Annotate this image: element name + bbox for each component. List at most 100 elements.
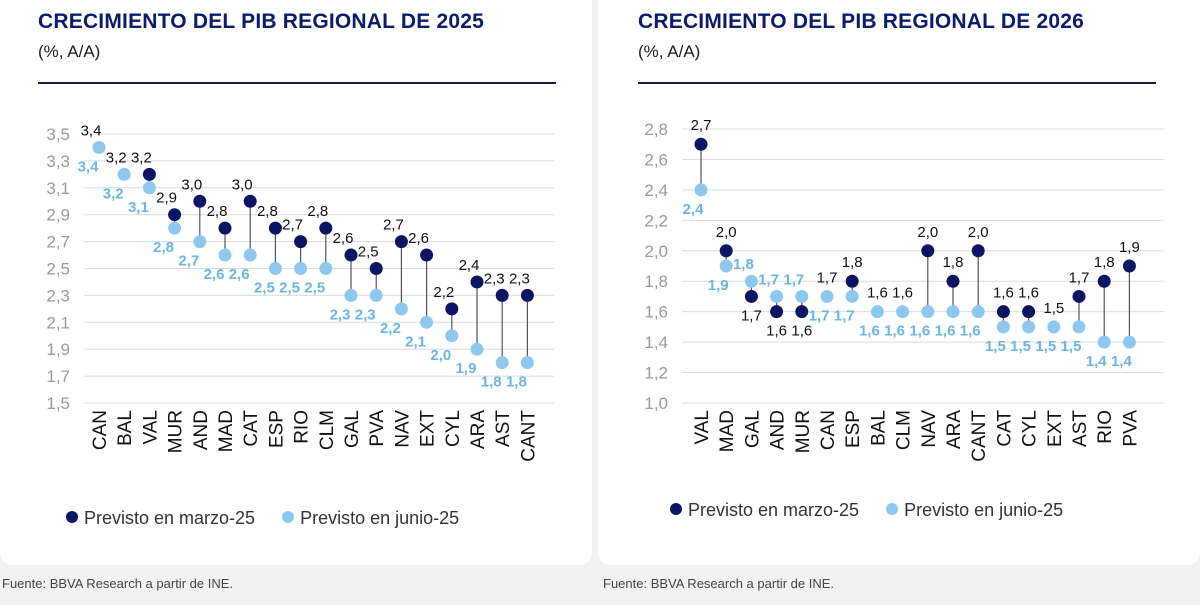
data-label-march: 1,9 xyxy=(1119,239,1140,256)
data-label-march: 1,6 xyxy=(791,323,812,340)
y-tick-label: 3,5 xyxy=(46,125,70,144)
chart-title: CRECIMIENTO DEL PIB REGIONAL DE 2026 xyxy=(638,10,1084,33)
point-june xyxy=(971,305,985,319)
y-tick-label: 1,6 xyxy=(644,303,668,322)
point-march xyxy=(420,248,434,262)
legend-item-march: Previsto en marzo-25 xyxy=(66,508,255,528)
point-june xyxy=(294,262,308,275)
point-march xyxy=(294,235,308,249)
legend-marker-march xyxy=(670,503,682,516)
category-label: VAL xyxy=(140,410,161,445)
point-march xyxy=(218,221,232,235)
data-label-march: 1,7 xyxy=(741,307,762,324)
category-label: ESP xyxy=(266,410,287,448)
category-label: GAL xyxy=(342,410,363,448)
y-tick-label: 1,2 xyxy=(644,364,668,383)
data-label-march: 1,7 xyxy=(1069,269,1090,286)
point-june xyxy=(495,356,509,370)
category-label: ESP xyxy=(843,410,864,448)
data-label-june: 2,3 xyxy=(355,306,376,323)
point-march xyxy=(996,305,1010,319)
chart-panel-2025: CRECIMIENTO DEL PIB REGIONAL DE 2025 (%,… xyxy=(0,0,592,565)
data-label-march: 2,3 xyxy=(509,270,530,287)
point-june xyxy=(694,183,708,197)
legend-marker-march xyxy=(66,511,78,524)
data-label-june: 1,6 xyxy=(935,323,956,340)
category-label: PVA xyxy=(367,410,388,447)
point-june xyxy=(193,235,207,249)
data-label-march: 2,6 xyxy=(333,230,354,247)
category-label: AND xyxy=(768,410,789,450)
data-label-june: 2,6 xyxy=(229,266,250,283)
y-tick-label: 2,1 xyxy=(46,313,70,332)
y-tick-label: 3,1 xyxy=(46,179,70,198)
category-label: CANT xyxy=(969,410,990,462)
y-tick-label: 1,7 xyxy=(46,367,70,386)
category-label: CYL xyxy=(443,410,464,447)
data-label-june: 1,5 xyxy=(985,338,1006,355)
point-march xyxy=(719,244,733,258)
point-march xyxy=(193,194,207,208)
data-label-june: 1,9 xyxy=(708,277,729,294)
point-march xyxy=(470,275,484,289)
category-label: NAV xyxy=(919,410,940,448)
data-label-june: 3,1 xyxy=(128,199,149,216)
category-label: CAT xyxy=(241,410,262,447)
y-tick-label: 2,7 xyxy=(46,233,70,252)
data-label-june: 1,5 xyxy=(1010,338,1031,355)
point-june xyxy=(268,262,282,275)
data-label-march: 1,6 xyxy=(766,323,787,340)
dumbbell-chart-2025: 1,51,71,92,12,32,52,72,93,13,33,5 3,43,4C… xyxy=(46,122,554,462)
category-label: EXT xyxy=(418,410,439,447)
point-june xyxy=(218,248,232,262)
point-june xyxy=(996,320,1010,334)
data-label-june: 2,6 xyxy=(204,266,225,283)
point-june xyxy=(394,302,408,316)
category-label: BAL xyxy=(115,410,136,446)
data-label-march: 2,7 xyxy=(691,117,712,134)
data-label-march: 1,6 xyxy=(1018,285,1039,302)
category-label: CAN xyxy=(818,410,839,450)
point-march xyxy=(1122,259,1136,273)
data-label-march: 2,2 xyxy=(433,284,454,301)
data-label-june: 1,4 xyxy=(1111,353,1133,370)
legend-label-june: Previsto en junio-25 xyxy=(300,508,460,528)
category-label: CANT xyxy=(518,410,539,462)
data-label-june: 2,4 xyxy=(683,201,705,218)
point-june xyxy=(117,167,131,181)
data-label-june: 2,3 xyxy=(330,306,351,323)
data-label-march: 2,8 xyxy=(257,203,278,220)
dumbbell-chart-2026: 1,01,21,41,61,82,02,22,42,62,8 2,72,4VAL2… xyxy=(644,117,1164,462)
data-label-june: 2,7 xyxy=(178,253,199,270)
y-tick-label: 1,5 xyxy=(46,394,70,413)
data-label-june: 2,0 xyxy=(430,347,451,364)
point-march xyxy=(770,305,784,319)
legend-item-june: Previsto en junio-25 xyxy=(282,508,459,528)
category-label: MAD xyxy=(216,410,237,452)
data-label-june: 1,8 xyxy=(733,256,754,273)
category-label: GAL xyxy=(742,410,763,448)
point-march xyxy=(344,248,358,262)
category-label: MAD xyxy=(717,410,738,452)
data-label-june: 1,4 xyxy=(1086,353,1108,370)
y-tick-label: 2,5 xyxy=(46,260,70,279)
data-label-june: 1,6 xyxy=(859,323,880,340)
point-march xyxy=(520,288,534,302)
point-june xyxy=(946,305,960,319)
title-divider xyxy=(638,82,1156,84)
data-label-june: 1,5 xyxy=(1061,338,1082,355)
point-march xyxy=(795,305,809,319)
category-label: RIO xyxy=(292,410,313,444)
point-june xyxy=(470,342,484,356)
point-june xyxy=(445,329,459,343)
data-label-june: 1,7 xyxy=(809,307,830,324)
data-label-march: 1,6 xyxy=(993,285,1014,302)
point-june xyxy=(1072,320,1086,334)
legend: Previsto en marzo-25 Previsto en junio-2… xyxy=(66,508,481,529)
data-label-march: 3,0 xyxy=(232,176,253,193)
legend-marker-june xyxy=(886,503,899,516)
data-label-june: 2,1 xyxy=(405,333,426,350)
data-label-june: 1,6 xyxy=(884,323,905,340)
category-label: CAN xyxy=(90,410,111,450)
point-june xyxy=(795,289,809,303)
